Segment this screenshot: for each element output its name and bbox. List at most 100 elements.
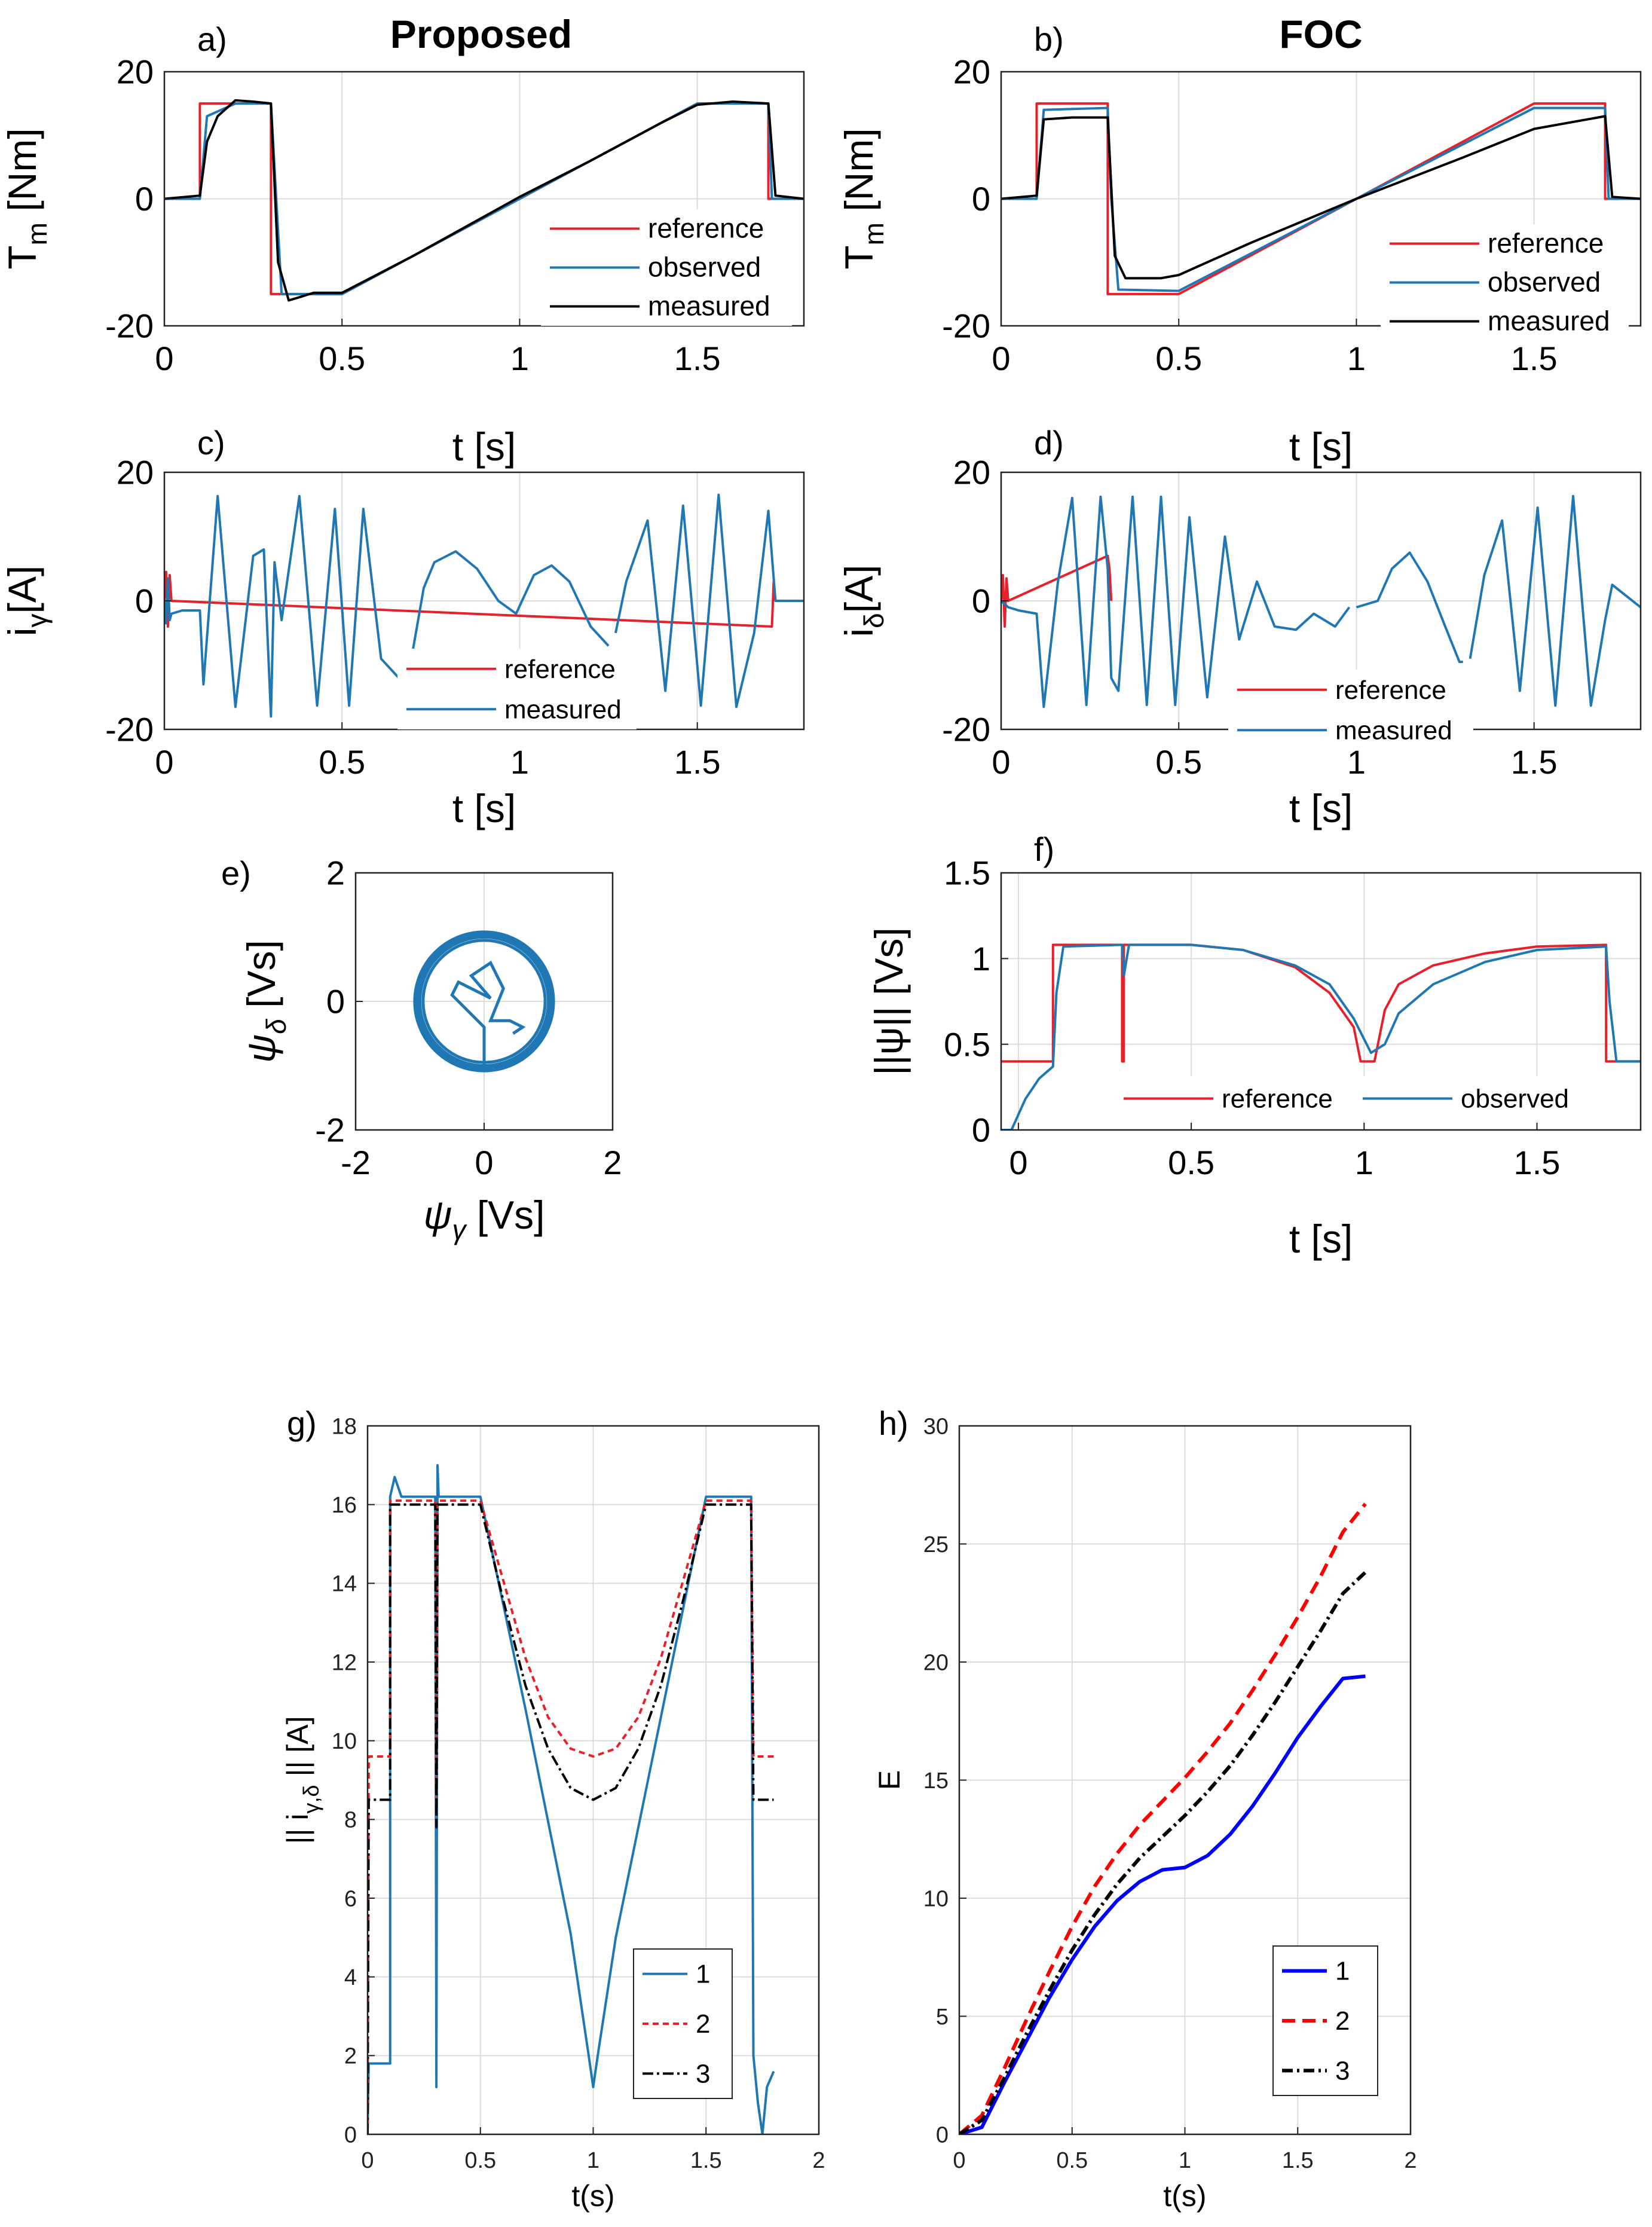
x-tick-label: 0 <box>1009 1144 1027 1181</box>
y-tick-label: 16 <box>332 1493 357 1518</box>
series-line-observed <box>1001 943 1641 1130</box>
x-tick-label: 1 <box>510 743 529 781</box>
y-tick-label: 25 <box>923 1532 949 1557</box>
panel-label: c) <box>197 424 225 462</box>
legend-label: 1 <box>696 1960 710 1989</box>
y-tick-label: 12 <box>332 1650 357 1675</box>
x-tick-label: 0.5 <box>1155 743 1202 781</box>
legend-label: observed <box>648 252 761 283</box>
legend-box <box>1228 670 1473 750</box>
panel-label: a) <box>197 20 227 58</box>
x-axis-label: t [s] <box>452 786 516 830</box>
x-tick-label: 0 <box>992 340 1010 377</box>
y-tick-label: 0 <box>135 582 154 620</box>
x-tick-label: 2 <box>603 1144 622 1181</box>
y-tick-label: 20 <box>953 454 990 491</box>
x-tick-label: 0.5 <box>319 743 365 781</box>
flux-loop <box>413 930 555 1073</box>
x-axis-label: t [s] <box>1289 786 1353 830</box>
series-line-1 <box>959 1674 1366 2134</box>
y-tick-label: 1.5 <box>944 854 990 892</box>
y-axis-label: iγ[A] <box>0 566 53 636</box>
x-tick-label: -2 <box>341 1144 371 1181</box>
panel-label: d) <box>1034 424 1064 462</box>
y-tick-label: 0 <box>326 983 345 1021</box>
y-axis-label: || iγ,δ || [A] <box>281 1716 323 1844</box>
series-line-1 <box>368 1464 775 2134</box>
legend: reference measured <box>1228 670 1473 750</box>
x-tick-label: 0.5 <box>1155 340 1202 377</box>
y-axis-label: ||ψ|| [Vs] <box>867 927 911 1076</box>
y-tick-label: -20 <box>105 307 154 345</box>
title-proposed: Proposed <box>390 12 572 56</box>
legend-label: reference <box>1488 228 1604 259</box>
panel-label: b) <box>1034 20 1064 58</box>
x-tick-label: 0 <box>361 2148 374 2173</box>
x-tick-label: 0.5 <box>1056 2148 1088 2173</box>
y-tick-label: 2 <box>326 854 345 892</box>
flux-trajectory-line <box>450 960 526 1069</box>
series-line-measured <box>1001 115 1641 280</box>
x-tick-label: 0.5 <box>464 2148 496 2173</box>
x-tick-label: 1.5 <box>1511 340 1558 377</box>
x-tick-label: 2 <box>1404 2148 1417 2173</box>
y-tick-label: 20 <box>953 53 990 91</box>
y-tick-label: 10 <box>332 1729 357 1754</box>
y-tick-label: -20 <box>942 711 990 749</box>
legend-label: 3 <box>696 2059 710 2088</box>
series-group <box>368 1464 775 2134</box>
y-tick-label: 30 <box>923 1414 949 1439</box>
legend-label: 3 <box>1335 2056 1350 2085</box>
legend-label: measured <box>648 291 770 322</box>
legend-label: observed <box>1488 267 1601 298</box>
x-axis-label: t(s) <box>1163 2179 1206 2213</box>
series-line-3 <box>368 1503 774 2134</box>
x-tick-label: 2 <box>812 2148 825 2173</box>
legend-label: measured <box>504 695 622 724</box>
x-tick-label: 1 <box>510 340 529 377</box>
legend-label: observed <box>1461 1085 1569 1114</box>
y-tick-label: 20 <box>923 1650 949 1675</box>
y-tick-label: 15 <box>923 1768 949 1794</box>
chart-e: -2 0 2 -2 0 2 e) ψγ [Vs] ψδ [Vs] <box>221 854 622 1245</box>
plot-frame <box>1000 872 1642 1131</box>
panel-label: e) <box>221 854 251 892</box>
x-axis-label: t [s] <box>452 424 516 469</box>
legend: reference measured <box>397 649 637 729</box>
series-line-measured <box>412 550 610 649</box>
y-tick-label: -2 <box>315 1111 345 1149</box>
y-tick-label: 0 <box>936 2122 949 2147</box>
y-tick-label: 0 <box>972 180 990 218</box>
x-tick-label: 1.5 <box>1282 2148 1314 2173</box>
y-tick-label: 6 <box>344 1886 357 1911</box>
y-axis-label: ψδ [Vs] <box>239 940 292 1063</box>
series-line-measured <box>164 494 414 718</box>
y-tick-label: 0.5 <box>944 1025 990 1063</box>
x-tick-label: 1 <box>1347 340 1366 377</box>
y-tick-label: 0 <box>972 582 990 620</box>
x-tick-label: 1 <box>1179 2148 1191 2173</box>
x-tick-label: 1.5 <box>1514 1144 1561 1181</box>
x-tick-label: 0 <box>475 1144 493 1181</box>
series-line-measured <box>1356 551 1463 664</box>
y-tick-label: -20 <box>105 711 154 749</box>
legend-label: reference <box>1222 1085 1333 1114</box>
y-tick-label: 18 <box>332 1414 357 1439</box>
x-tick-label: 1.5 <box>674 340 721 377</box>
series-line-2 <box>368 1499 774 2134</box>
y-tick-label: 20 <box>117 53 154 91</box>
chart-f: 0 0.5 1 1.5 0 0.5 1 1.5 f) t [s] ||ψ|| [Vs] referen… <box>867 830 1642 1261</box>
legend-label: 2 <box>1335 2006 1350 2036</box>
series-group <box>1001 102 1641 295</box>
y-tick-label: 2 <box>344 2044 357 2069</box>
series-line-3 <box>959 1571 1367 2134</box>
y-tick-label: -20 <box>942 307 990 345</box>
y-axis-label: Tm [Nm] <box>837 128 889 269</box>
series-group <box>959 1502 1367 2134</box>
